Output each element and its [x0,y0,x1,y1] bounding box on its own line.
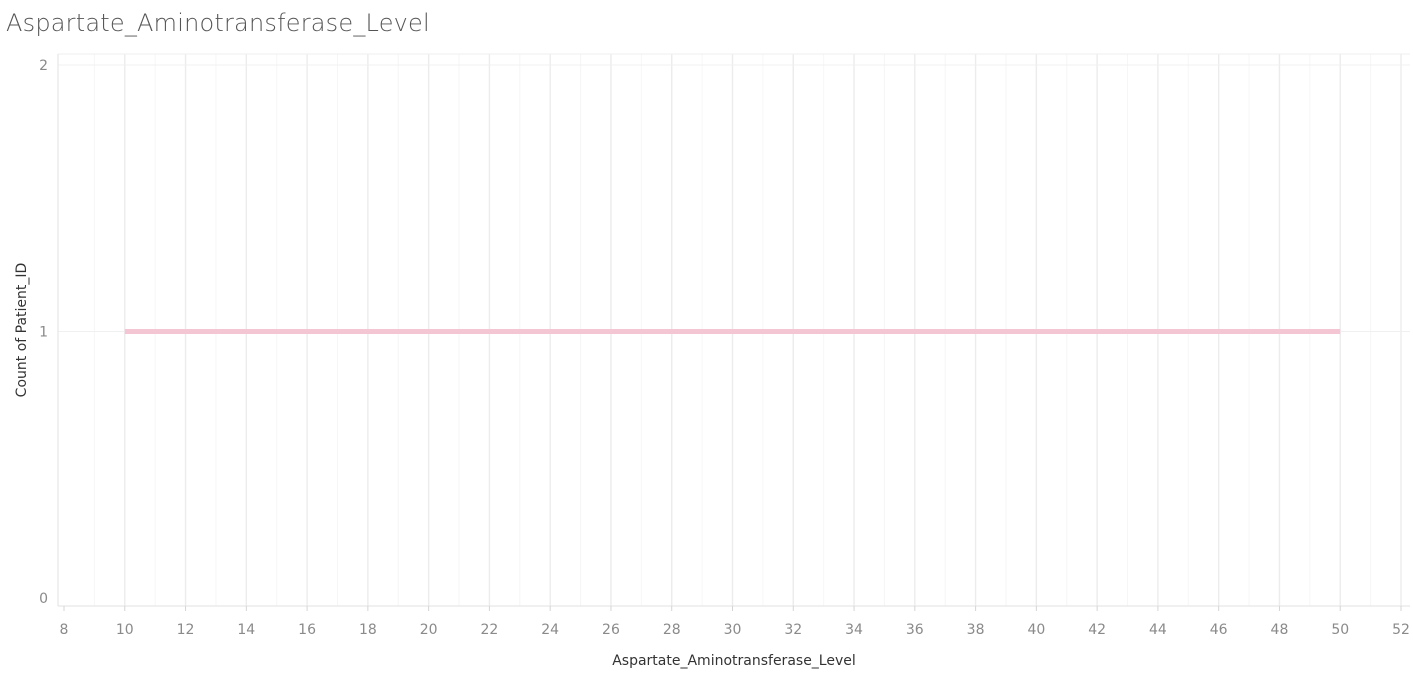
x-tick-label: 18 [359,622,377,638]
tick-labels: 8 10 12 14 16 18 20 22 24 26 28 30 32 34 36 38 40 42 44 46 4… [39,58,1410,638]
x-tick-label: 42 [1088,622,1106,638]
x-tick-label: 40 [1027,622,1045,638]
x-tick-label: 26 [602,622,620,638]
x-tick-label: 46 [1210,622,1228,638]
x-tick-label: 24 [541,622,559,638]
y-tick-label: 2 [39,58,48,74]
x-tick-label: 36 [906,622,924,638]
x-tick-label: 22 [480,622,498,638]
x-tick-label: 34 [845,622,863,638]
x-tick-label: 48 [1271,622,1289,638]
x-tick-label: 38 [967,622,985,638]
y-tick-label: 1 [39,325,48,341]
x-tick-label: 10 [116,622,134,638]
x-tick-label: 14 [237,622,255,638]
x-tick-label: 32 [784,622,802,638]
x-tick-label: 8 [60,622,69,638]
x-tick-label: 50 [1331,622,1349,638]
x-tick-label: 20 [420,622,438,638]
x-axis-title: Aspartate_Aminotransferase_Level [612,653,856,669]
x-tick-label: 28 [663,622,681,638]
chart-title: Aspartate_Aminotransferase_Level [6,9,430,37]
x-tick-label: 52 [1392,622,1410,638]
x-tick-label: 16 [298,622,316,638]
y-tick-label: 0 [39,591,48,607]
x-tick-label: 12 [177,622,195,638]
y-axis-title: Count of Patient_ID [14,263,30,398]
axes [57,53,1410,607]
x-tick-label: 44 [1149,622,1167,638]
x-tick-label: 30 [724,622,742,638]
